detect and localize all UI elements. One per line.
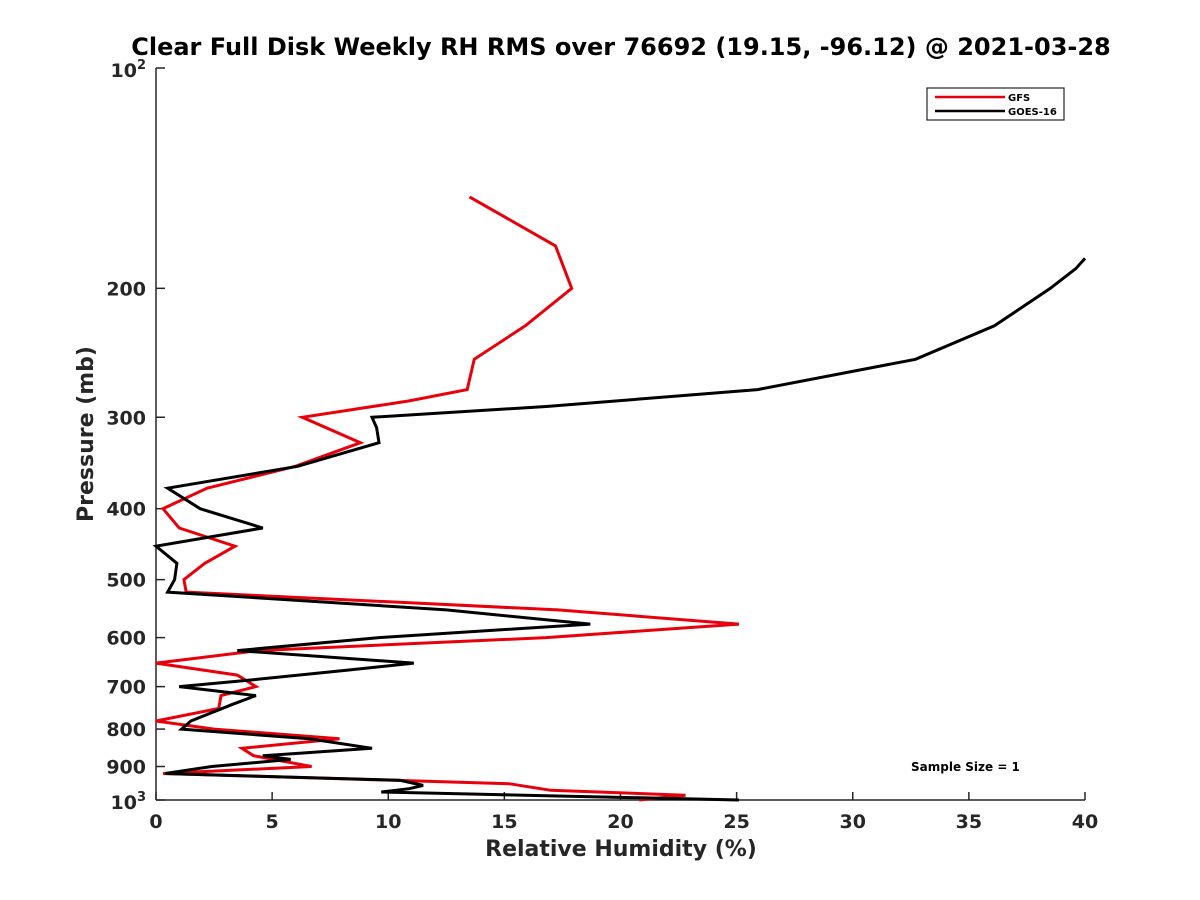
x-tick-label: 0 bbox=[149, 811, 162, 833]
y-tick-label: 600 bbox=[106, 628, 146, 650]
legend-label-goes16: GOES-16 bbox=[1008, 107, 1057, 118]
x-ticks: 0 5 10 15 20 25 30 35 40 bbox=[149, 792, 1098, 833]
x-tick-label: 20 bbox=[607, 811, 633, 833]
series-line-gfs bbox=[155, 195, 740, 802]
y-top-base: 10 bbox=[111, 60, 137, 82]
x-tick-label: 10 bbox=[375, 811, 401, 833]
y-axis-label: Pressure (mb) bbox=[74, 346, 99, 522]
y-tick-label: 700 bbox=[106, 677, 146, 699]
x-tick-label: 40 bbox=[1072, 811, 1098, 833]
x-tick-label: 5 bbox=[266, 811, 279, 833]
y-tick-label-bottom: 103 bbox=[111, 790, 147, 814]
sample-size-annotation: Sample Size = 1 bbox=[911, 760, 1020, 774]
y-tick-label: 300 bbox=[106, 407, 146, 429]
x-axis-label: Relative Humidity (%) bbox=[485, 837, 757, 862]
x-tick-label: 35 bbox=[956, 811, 982, 833]
y-tick-label: 200 bbox=[106, 278, 146, 300]
legend-box bbox=[926, 87, 1065, 121]
legend-label-gfs: GFS bbox=[1008, 93, 1030, 104]
x-tick-label: 15 bbox=[491, 811, 517, 833]
y-tick-label: 900 bbox=[106, 757, 146, 779]
y-bottom-base: 10 bbox=[111, 792, 137, 814]
y-top-exponent: 2 bbox=[137, 58, 146, 73]
series-layer bbox=[152, 195, 1087, 802]
y-tick-label: 500 bbox=[106, 570, 146, 592]
legend: GFS GOES-16 bbox=[926, 87, 1065, 121]
y-bottom-exponent: 3 bbox=[137, 790, 146, 805]
y-tick-label: 800 bbox=[106, 719, 146, 741]
y-tick-label-top: 102 bbox=[111, 58, 147, 82]
y-tick-label: 400 bbox=[106, 499, 146, 521]
x-tick-label: 25 bbox=[723, 811, 749, 833]
x-tick-label: 30 bbox=[840, 811, 866, 833]
series-line-goes-16 bbox=[152, 257, 1087, 802]
chart-title: Clear Full Disk Weekly RH RMS over 76692… bbox=[131, 33, 1111, 61]
y-ticks: 200 300 400 500 600 700 800 900 bbox=[106, 67, 165, 801]
